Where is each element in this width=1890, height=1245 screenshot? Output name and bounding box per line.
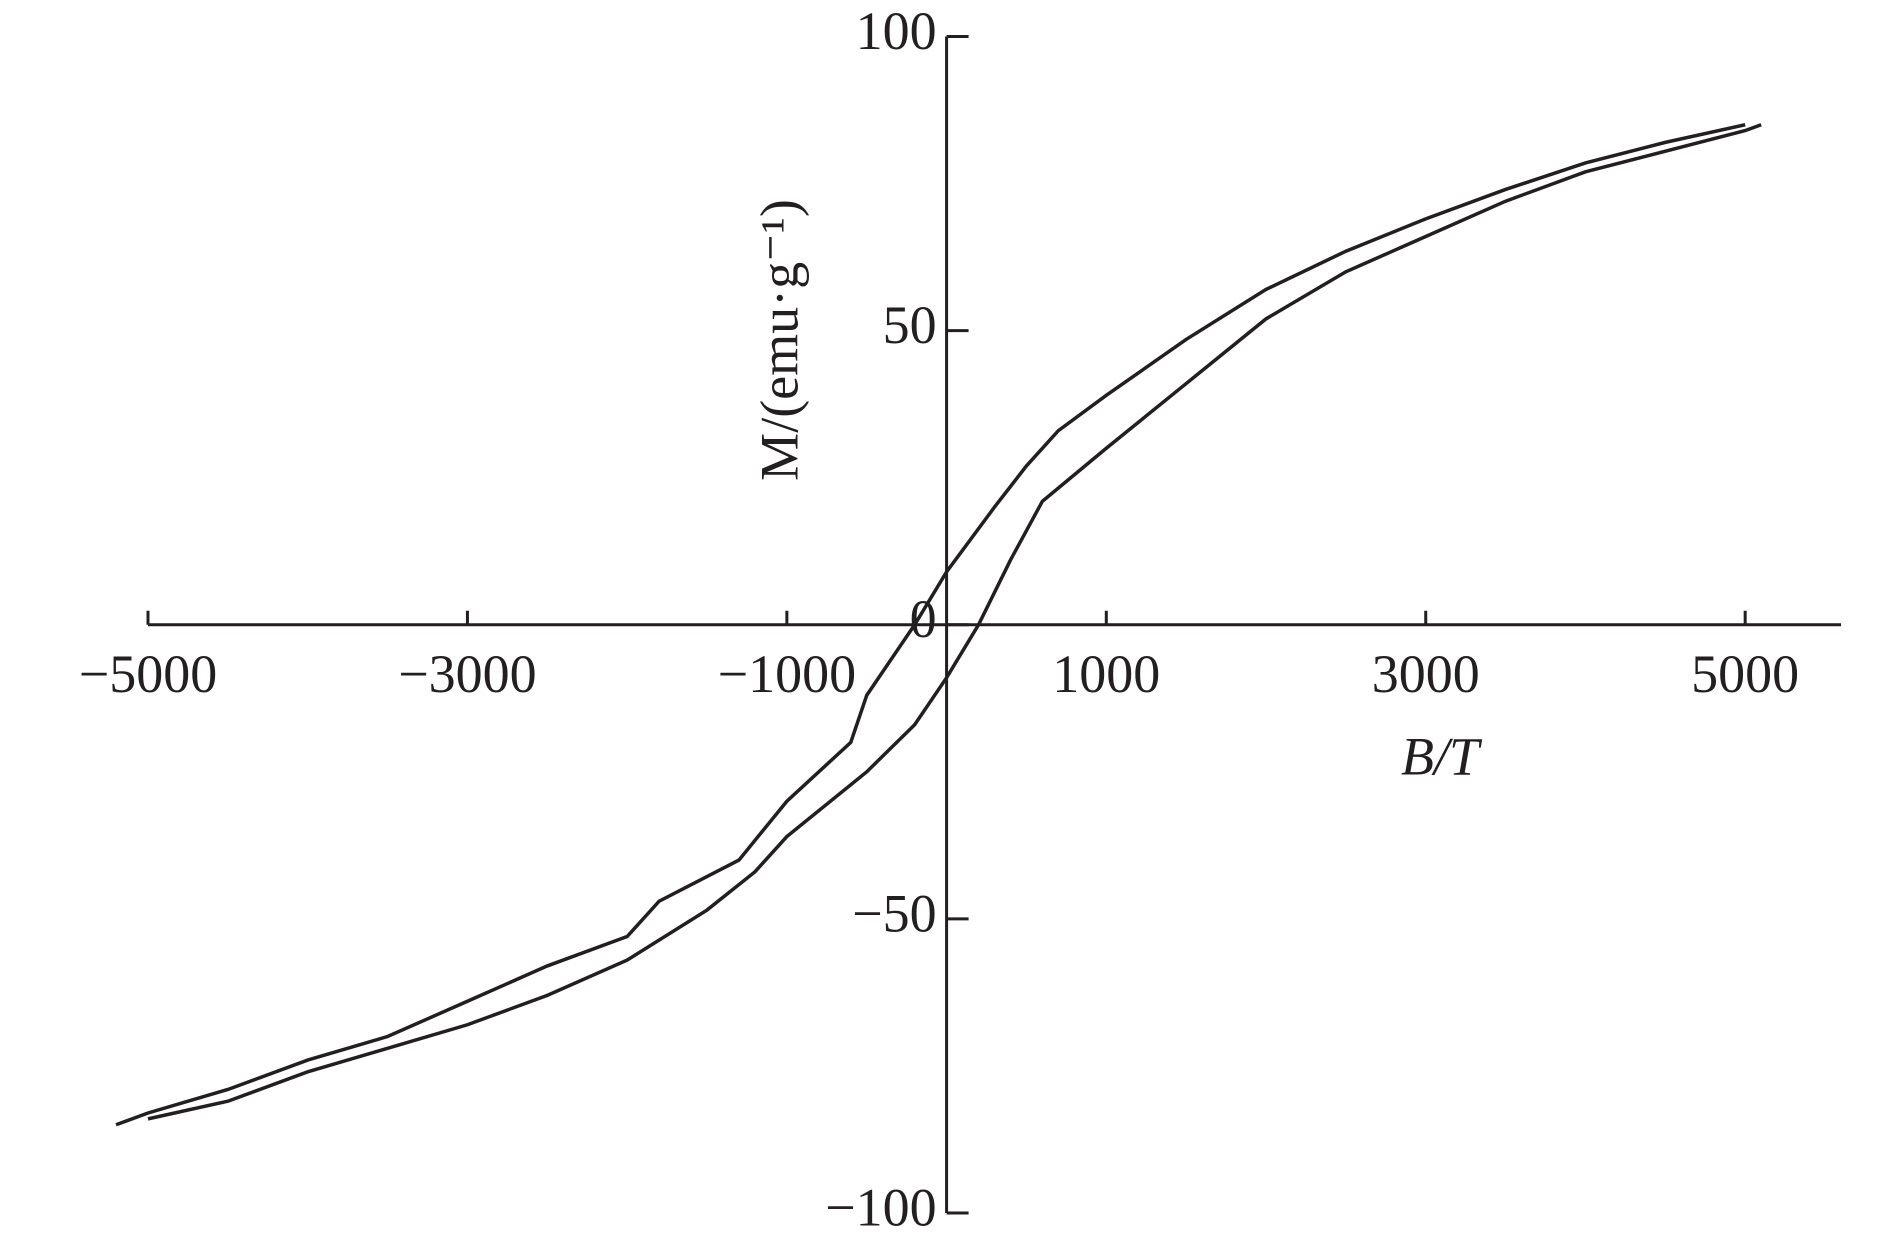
y-tick-label: −100 <box>825 1177 936 1237</box>
x-axis-label: B/T <box>1401 726 1483 786</box>
hysteresis-curve <box>147 123 1762 1121</box>
x-tick-label: 1000 <box>1052 644 1160 704</box>
hysteresis-curve <box>115 123 1746 1127</box>
y-tick-label: 50 <box>883 295 937 355</box>
y-axis-label: M/(emu·g⁻¹) <box>749 199 809 481</box>
y-tick-label: 100 <box>856 1 937 61</box>
x-tick-label: −1000 <box>718 644 856 704</box>
x-tick-label: 5000 <box>1691 644 1799 704</box>
x-tick-label: −5000 <box>79 644 217 704</box>
x-tick-label: 3000 <box>1372 644 1480 704</box>
x-tick-label: −3000 <box>398 644 536 704</box>
y-tick-label: −50 <box>852 883 936 943</box>
